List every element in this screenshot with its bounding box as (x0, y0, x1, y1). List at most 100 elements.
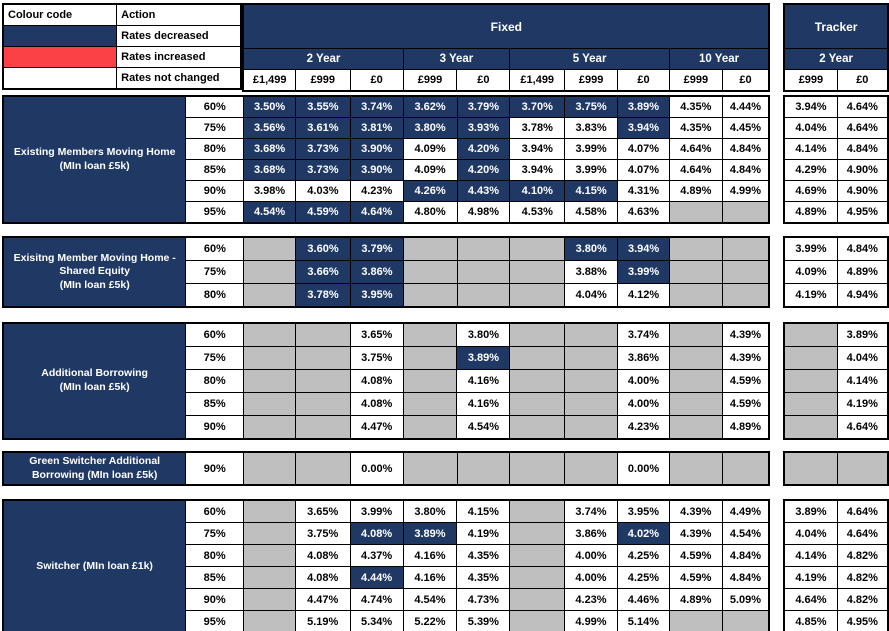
rate-cell: 3.55% (294, 95, 351, 118)
rate-cell: 4.89% (836, 260, 889, 284)
fixed-rates-table: Existing Members Moving Home (MIn loan £5… (2, 95, 771, 224)
rate-cell-empty (721, 201, 770, 224)
rate-cell-empty (668, 201, 723, 224)
rate-cell-empty (783, 415, 838, 440)
legend-swatch-navy (2, 25, 118, 47)
legend-action-label: Rates not changed (116, 67, 242, 90)
rate-cell: 3.94% (509, 159, 566, 181)
rate-blocks: Existing Members Moving Home (MIn loan £5… (2, 95, 889, 631)
rate-cell-empty (564, 392, 618, 416)
rate-cell: 4.20% (456, 138, 511, 160)
rate-cell-empty (721, 236, 770, 261)
fee-header: £0 (456, 69, 511, 92)
fixed-term-header: 5 Year (509, 48, 670, 70)
rate-cell: 4.19% (783, 566, 838, 589)
fee-header: £999 (294, 69, 351, 92)
rate-block-3: Green Switcher Additional Borrowing (MIn … (2, 451, 889, 486)
fee-header: £999 (402, 69, 458, 92)
fee-header: £0 (617, 69, 670, 92)
rate-cell: 4.69% (783, 180, 838, 202)
rate-cell: 4.63% (617, 201, 670, 224)
rate-cell: 3.99% (783, 236, 838, 261)
ltv-cell: 75% (185, 260, 245, 284)
legend-action-header: Action (116, 3, 242, 26)
rate-cell: 4.35% (668, 117, 723, 139)
rate-block-1: Exisitng Member Moving Home - Shared Equi… (2, 236, 889, 308)
rate-cell-empty (721, 260, 770, 284)
rate-cell: 3.86% (564, 522, 618, 545)
legend-swatch-white (2, 67, 118, 90)
rate-cell: 3.94% (617, 117, 670, 139)
rate-cell: 3.93% (456, 117, 511, 139)
rate-cell-empty (243, 236, 297, 261)
rate-cell: 4.02% (616, 522, 670, 545)
rate-cell: 4.47% (349, 415, 404, 440)
ltv-cell: 60% (185, 236, 245, 261)
ltv-cell: 60% (185, 322, 245, 347)
block-label: Exisitng Member Moving Home - Shared Equi… (2, 236, 187, 308)
rate-cell: 4.58% (564, 201, 619, 224)
rate-cell: 4.00% (564, 566, 618, 589)
legend-swatch-red (2, 46, 118, 68)
rate-cell-empty (509, 544, 566, 567)
block-label: Existing Members Moving Home (MIn loan £5… (2, 95, 187, 224)
rate-cell: 3.89% (836, 322, 889, 347)
rate-cell: 4.39% (721, 322, 770, 347)
rate-cell: 4.25% (616, 544, 670, 567)
rate-cell: 3.68% (243, 138, 296, 160)
rate-cell: 3.70% (509, 95, 566, 118)
rate-cell-empty (509, 451, 566, 486)
ltv-cell: 90% (185, 451, 245, 486)
rate-cell: 3.81% (349, 117, 404, 139)
rate-cell-empty (668, 369, 723, 393)
rate-cell: 4.35% (668, 95, 723, 118)
ltv-cell: 80% (185, 138, 245, 160)
rate-cell: 5.22% (402, 610, 458, 631)
rate-block-2: Additional Borrowing (MIn loan £5k) 60% 3.6… (2, 322, 889, 440)
rate-cell-empty (295, 451, 351, 486)
rate-cell: 4.35% (456, 566, 511, 589)
rate-cell-empty (564, 322, 618, 347)
rate-cell: 4.16% (456, 369, 511, 393)
rate-cell: 4.29% (783, 159, 838, 181)
rate-cell: 4.19% (783, 283, 838, 308)
rate-cell: 3.74% (349, 95, 404, 118)
rate-cell-empty (509, 415, 566, 440)
rate-cell-empty (294, 322, 351, 347)
rate-cell: 5.39% (456, 610, 511, 631)
rate-cell: 4.64% (668, 138, 723, 160)
rate-cell: 4.04% (836, 346, 889, 370)
rate-cell: 3.80% (402, 499, 458, 523)
rate-cell: 4.16% (456, 392, 511, 416)
rate-cell-empty (243, 499, 296, 523)
rate-cell: 4.19% (836, 392, 889, 416)
rate-cell: 3.89% (456, 346, 511, 370)
rate-cell: 0.00% (617, 451, 670, 486)
rate-cell-empty (509, 283, 566, 308)
fixed-header-table: Fixed 2 Year 3 Year 5 Year 10 Year £1,499 £9… (242, 3, 771, 92)
fixed-title: Fixed (242, 3, 770, 49)
rate-cell: 4.99% (564, 610, 618, 631)
ltv-cell: 90% (185, 588, 245, 611)
rate-cell-empty (721, 283, 770, 308)
rate-cell: 3.89% (402, 522, 458, 545)
rate-cell-empty (456, 260, 511, 284)
ltv-cell: 85% (185, 392, 245, 416)
ltv-cell: 85% (185, 566, 245, 589)
ltv-cell: 90% (185, 180, 245, 202)
rate-cell: 3.68% (243, 159, 296, 181)
rate-cell-empty (836, 451, 889, 486)
rate-cell: 3.80% (564, 236, 619, 261)
rate-cell-empty (783, 346, 838, 370)
rate-cell: 4.14% (836, 369, 889, 393)
rate-cell-empty (243, 346, 296, 370)
rate-cell: 4.54% (402, 588, 458, 611)
rate-cell: 4.49% (721, 499, 770, 523)
block-label: Green Switcher Additional Borrowing (MIn … (2, 451, 187, 486)
rate-cell-empty (509, 610, 566, 631)
fee-header: £1,499 (509, 69, 566, 92)
rate-cell: 3.94% (783, 95, 838, 118)
rate-cell: 4.15% (456, 499, 511, 523)
rate-cell: 4.20% (456, 159, 511, 181)
rate-cell: 3.99% (349, 499, 404, 523)
